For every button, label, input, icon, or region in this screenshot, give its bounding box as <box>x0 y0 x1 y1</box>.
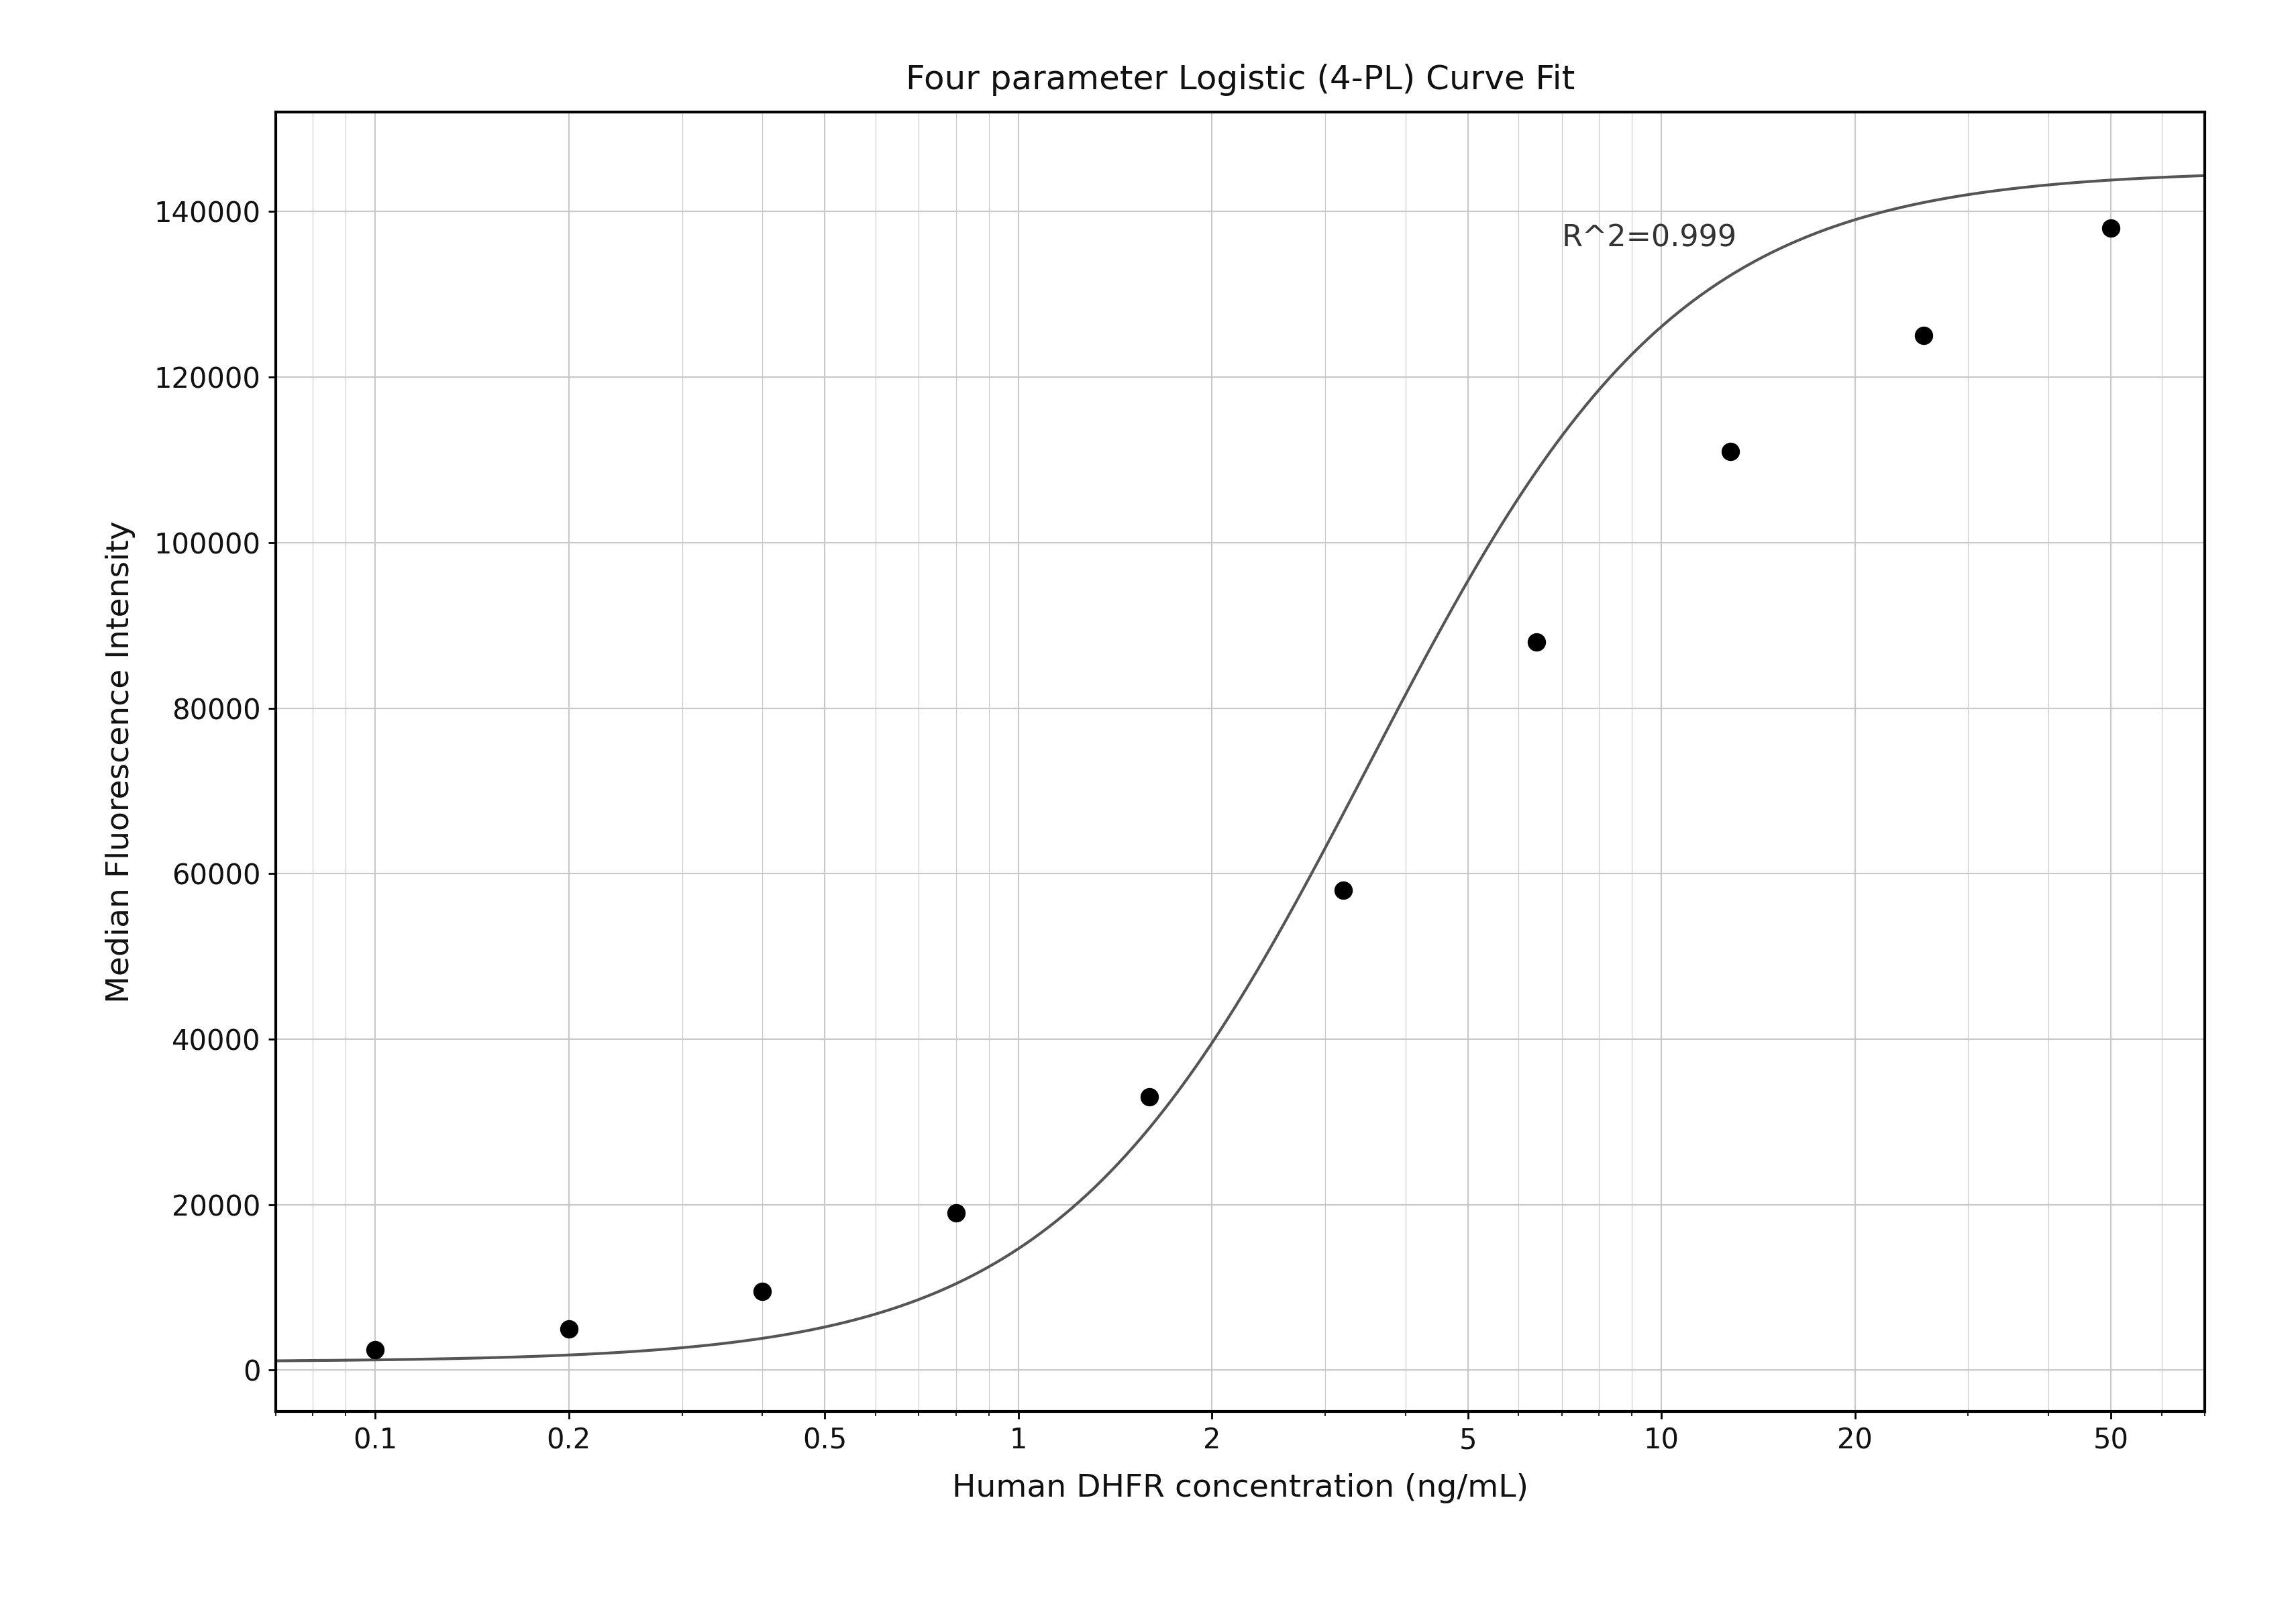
Title: Four parameter Logistic (4-PL) Curve Fit: Four parameter Logistic (4-PL) Curve Fit <box>905 64 1575 96</box>
Point <box>1711 439 1747 465</box>
Point <box>1518 629 1554 654</box>
Y-axis label: Median Fluorescence Intensity: Median Fluorescence Intensity <box>106 521 135 1002</box>
Point <box>1325 877 1362 903</box>
Point <box>1132 1084 1169 1110</box>
Point <box>551 1315 588 1341</box>
Point <box>2092 215 2128 241</box>
Point <box>356 1336 393 1362</box>
Point <box>1906 322 1942 348</box>
X-axis label: Human DHFR concentration (ng/mL): Human DHFR concentration (ng/mL) <box>953 1472 1527 1503</box>
Point <box>744 1278 781 1304</box>
Point <box>937 1200 974 1225</box>
Text: R^2=0.999: R^2=0.999 <box>1561 225 1736 253</box>
